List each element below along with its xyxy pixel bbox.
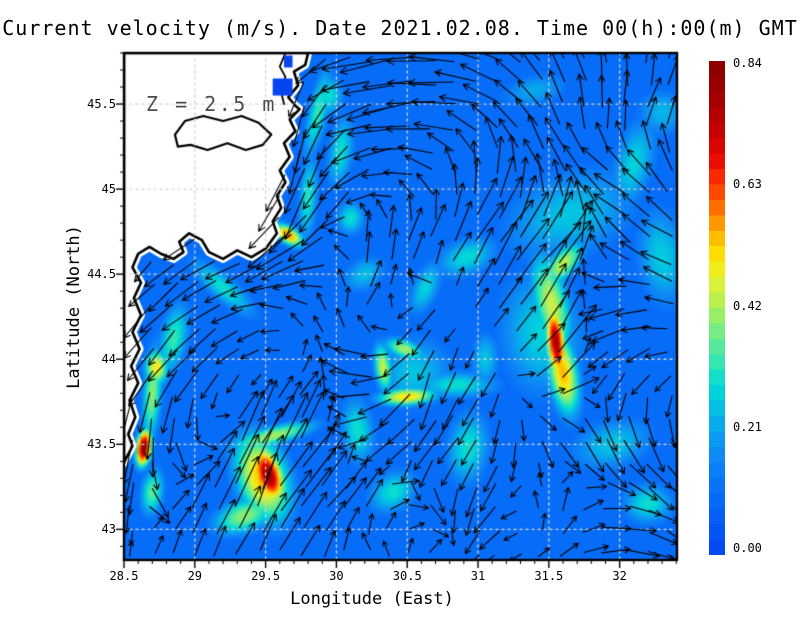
colorbar-tick-label: 0.21: [733, 419, 762, 434]
x-tick-label: 30: [329, 569, 344, 583]
y-tick-label: 44.5: [87, 267, 116, 282]
x-tick-label: 28.5: [109, 569, 139, 583]
y-tick-label: 44: [101, 352, 116, 367]
y-tick-label: 43: [101, 522, 116, 537]
y-tick-label: 43.5: [87, 437, 116, 452]
x-tick-label: 31.5: [534, 569, 564, 583]
y-tick-label: 45.5: [87, 97, 116, 112]
x-tick-label: 29: [187, 569, 203, 583]
colorbar-tick-label: 0.00: [733, 541, 762, 555]
y-tick-label: 45: [101, 182, 116, 197]
colorbar-tick-label: 0.42: [733, 298, 762, 313]
x-tick-label: 29.5: [251, 569, 281, 583]
x-tick-label: 31: [470, 569, 486, 583]
colorbar-tick-label: 0.63: [733, 177, 762, 192]
colorbar: [709, 61, 725, 555]
depth-annotation: Z = 2.5 m: [146, 92, 277, 116]
x-axis-label: Longitude (East): [290, 589, 454, 609]
x-tick-label: 32: [612, 569, 627, 583]
x-tick-label: 30.5: [392, 569, 422, 583]
colorbar-tick-label: 0.84: [733, 56, 762, 70]
